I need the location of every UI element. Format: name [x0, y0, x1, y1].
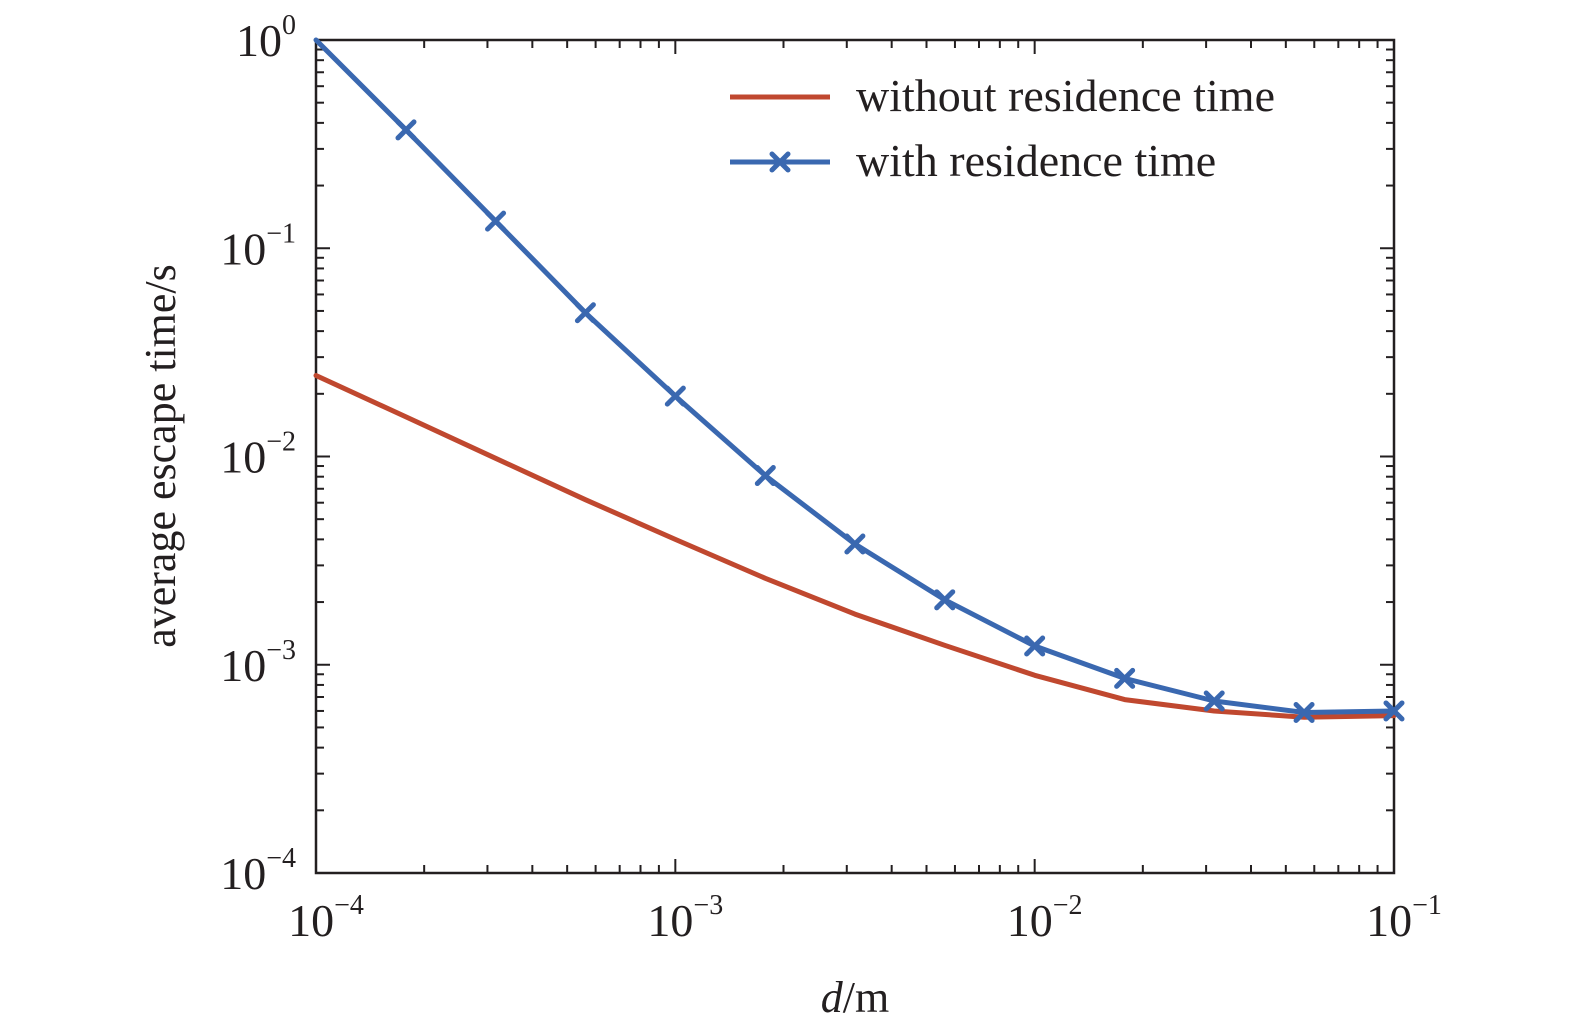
axis-ticks: [315, 39, 1395, 874]
data-point-marker: [664, 385, 686, 407]
x-tick-label: 10−1: [1366, 890, 1442, 946]
data-point-marker: [1293, 701, 1315, 723]
y-tick-label: 10−1: [220, 218, 296, 274]
y-tick-label: 10−2: [220, 427, 296, 483]
data-point-marker: [934, 589, 956, 611]
tick-labels: 10−4 10−3 10−2 10−1 10−4 10−3 10−2 10−1 100: [220, 10, 1442, 946]
legend-label-without-residence: without residence time: [856, 70, 1275, 121]
series-line-without-residence: [313, 373, 1397, 720]
x-axis-label: d/m: [821, 973, 889, 1022]
data-point-marker: [1024, 635, 1046, 657]
data-point-marker: [1383, 700, 1405, 722]
data-point-marker: [1114, 667, 1136, 689]
series-layer: [313, 37, 1405, 723]
data-point-marker: [574, 302, 596, 324]
x-tick-label: 10−3: [647, 890, 723, 946]
legend-marker-with-residence: [769, 151, 791, 173]
data-point-marker: [485, 210, 507, 232]
data-point-marker: [844, 533, 866, 555]
legend-label-with-residence: with residence time: [856, 135, 1216, 186]
y-tick-label: 10−4: [220, 843, 296, 899]
data-point-marker: [395, 119, 417, 141]
y-tick-label: 10−3: [220, 635, 296, 691]
x-tick-label: 10−2: [1007, 890, 1083, 946]
legend-x-marker: [769, 151, 791, 173]
plot-frame: [314, 38, 1396, 875]
y-tick-label: 100: [236, 10, 296, 66]
data-point-marker: [754, 465, 776, 487]
legend: without residence time with residence ti…: [730, 70, 1275, 186]
y-axis-label: average escape time/s: [136, 264, 185, 648]
data-point-marker: [1203, 690, 1225, 712]
x-tick-label: 10−4: [288, 890, 364, 946]
